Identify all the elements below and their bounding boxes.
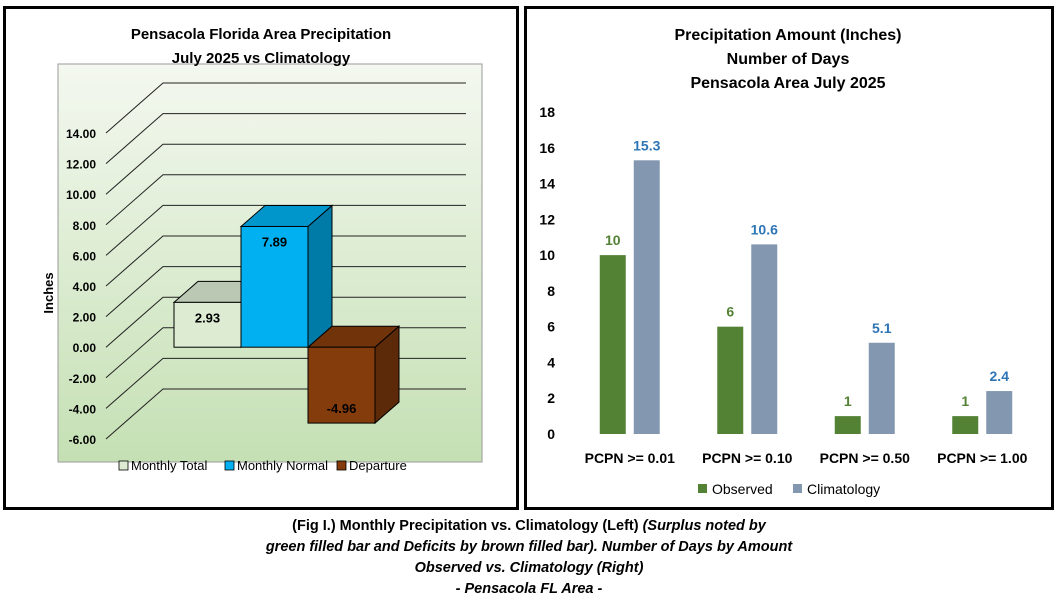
gridline — [105, 296, 466, 348]
legend-swatch-observed — [698, 484, 707, 493]
y-tick-label: 12.00 — [66, 158, 96, 172]
right-y-tick-labels: 0 2 4 6 8 10 12 14 16 18 — [539, 104, 555, 442]
y-tick-label: 2.00 — [73, 311, 97, 325]
bar-side — [307, 204, 333, 349]
y-tick-label: 6 — [547, 319, 555, 335]
bar-front — [307, 346, 376, 424]
y-tick-label: -6.00 — [69, 433, 97, 447]
caption-line-1: (Fig I.) Monthly Precipitation vs. Clima… — [0, 516, 1058, 537]
y-tick-label: 8 — [547, 283, 555, 299]
bar-departure: -4.96 — [306, 325, 401, 425]
y-tick-label: 14 — [539, 176, 555, 192]
left-chart-panel: Pensacola Florida Area Precipitation Jul… — [3, 6, 519, 510]
y-tick-label: 0.00 — [73, 341, 97, 355]
legend-label-monthly-normal: Monthly Normal — [237, 458, 328, 473]
right-chart-subtitle: Number of Days — [727, 51, 850, 68]
caption-line-4-text: - Pensacola FL Area - — [455, 581, 603, 597]
x-category-label: PCPN >= 1.00 — [937, 450, 1027, 466]
right-category-labels: PCPN >= 0.01 PCPN >= 0.10 PCPN >= 0.50 PCPN… — [585, 450, 1028, 466]
y-tick-label: 18 — [539, 104, 555, 120]
y-tick-label: 2 — [547, 390, 555, 406]
left-bars: 2.93 7.89 -4.96 — [172, 204, 401, 425]
caption-line-3-text: Observed vs. Climatology (Right) — [414, 560, 644, 576]
legend-swatch-climatology — [793, 484, 802, 493]
right-bars: 10 15.3 6 10.6 1 5.1 1 2.4 — [599, 137, 1013, 435]
bar-observed — [599, 255, 626, 434]
y-tick-label: 10.00 — [66, 188, 96, 202]
bar-value-label-climatology: 5.1 — [872, 320, 892, 336]
bar-climatology — [633, 160, 660, 435]
bar-value-label-climatology: 15.3 — [633, 137, 660, 153]
right-legend: Observed Climatology — [698, 481, 880, 497]
bar-value-label: 2.93 — [195, 310, 220, 325]
right-chart-panel: Precipitation Amount (Inches) Number of … — [524, 6, 1054, 510]
bar-observed — [717, 326, 744, 434]
legend-label-departure: Departure — [349, 458, 407, 473]
left-gridlines — [105, 82, 466, 440]
y-tick-label: 8.00 — [73, 219, 97, 233]
gridline — [105, 204, 466, 256]
days-by-amount-bar-chart: Precipitation Amount (Inches) Number of … — [539, 27, 1028, 497]
bar-value-label-climatology: 2.4 — [990, 368, 1010, 384]
bar-value-label-observed: 1 — [961, 393, 969, 409]
x-category-label: PCPN >= 0.10 — [702, 450, 792, 466]
y-tick-label: 4.00 — [73, 280, 97, 294]
y-tick-label: 16 — [539, 140, 555, 156]
bar-value-label: -4.96 — [327, 401, 357, 416]
y-tick-label: 4 — [547, 354, 555, 370]
y-tick-label: 14.00 — [66, 127, 96, 141]
caption-line-3: Observed vs. Climatology (Right) — [0, 558, 1058, 579]
gridline — [105, 82, 466, 134]
bar-value-label-observed: 6 — [726, 304, 734, 320]
y-tick-label: -2.00 — [69, 372, 97, 386]
legend-swatch-monthly-total — [118, 460, 129, 471]
left-y-tick-labels: 14.00 12.00 10.00 8.00 6.00 4.00 2.00 0.00 -2.00… — [66, 127, 96, 447]
bar-observed — [834, 416, 861, 434]
gridline — [105, 143, 466, 195]
caption-line-4: - Pensacola FL Area - — [0, 579, 1058, 600]
caption-line-1-a: (Fig I.) Monthly Precipitation vs. Clima… — [292, 518, 643, 534]
left-chart-title: Pensacola Florida Area Precipitation — [131, 26, 391, 43]
right-chart-title: Precipitation Amount (Inches) — [675, 27, 902, 44]
gridline — [105, 235, 466, 287]
x-category-label: PCPN >= 0.01 — [585, 450, 675, 466]
legend-label-monthly-total: Monthly Total — [131, 458, 207, 473]
bar-value-label: 7.89 — [262, 234, 287, 249]
left-y-axis-label: Inches — [41, 272, 56, 313]
right-chart-subtitle-2: Pensacola Area July 2025 — [690, 75, 885, 92]
bar-front — [240, 225, 309, 348]
gridline — [105, 113, 466, 164]
gridline — [105, 266, 466, 317]
precipitation-3d-bar-chart: Pensacola Florida Area Precipitation Jul… — [41, 26, 483, 473]
bar-climatology — [986, 391, 1013, 434]
caption-line-2: green filled bar and Deficits by brown f… — [0, 537, 1058, 558]
bar-climatology — [868, 342, 895, 434]
bar-climatology — [751, 244, 778, 434]
bar-value-label-climatology: 10.6 — [751, 221, 778, 237]
y-tick-label: -4.00 — [69, 402, 97, 416]
bar-value-label-observed: 10 — [605, 232, 621, 248]
bar-monthly-normal: 7.89 — [239, 204, 334, 349]
figure-caption: (Fig I.) Monthly Precipitation vs. Clima… — [0, 516, 1058, 600]
bar-front — [173, 301, 242, 348]
caption-line-1-b: (Surplus noted by — [642, 518, 766, 534]
caption-line-2-text: green filled bar and Deficits by brown f… — [265, 539, 793, 555]
legend-label-observed: Observed — [712, 481, 773, 497]
legend-swatch-departure — [336, 460, 347, 471]
y-tick-label: 12 — [539, 211, 555, 227]
legend-label-climatology: Climatology — [807, 481, 880, 497]
bar-observed — [952, 416, 979, 434]
y-tick-label: 10 — [539, 247, 555, 263]
gridline — [105, 174, 466, 226]
legend-swatch-monthly-normal — [224, 460, 235, 471]
bar-value-label-observed: 1 — [844, 393, 852, 409]
left-chart-subtitle: July 2025 vs Climatology — [172, 50, 351, 67]
y-tick-label: 0 — [547, 426, 555, 442]
x-category-label: PCPN >= 0.50 — [820, 450, 910, 466]
left-legend: Monthly Total Monthly Normal Departure — [118, 458, 407, 473]
y-tick-label: 6.00 — [73, 249, 97, 263]
